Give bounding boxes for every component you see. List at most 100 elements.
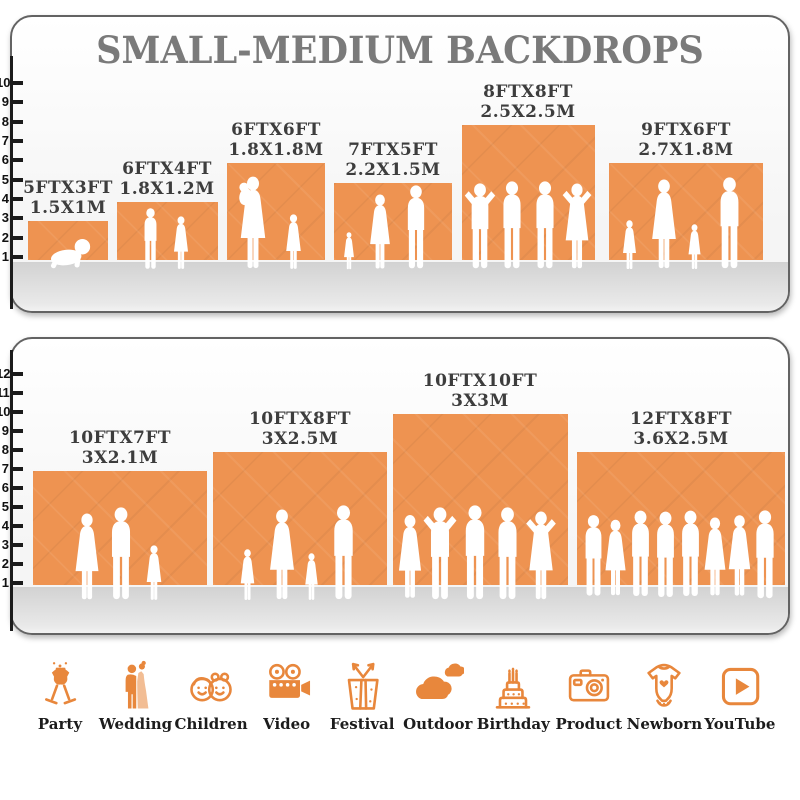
- ruler-number: 10: [0, 75, 11, 90]
- ruler-number: 8: [1, 114, 9, 129]
- backdrop-size-label: 6FTX4FT 1.8X1.2M: [119, 159, 214, 199]
- ruler-spine: [10, 350, 13, 631]
- silhouette-posing-group: [464, 181, 592, 269]
- backdrop-size-label: 6FTX6FT 1.8X1.8M: [228, 120, 323, 160]
- floor-strip: [12, 262, 788, 311]
- ruler-number: 2: [1, 230, 9, 245]
- category-label: Outdoor: [403, 715, 473, 733]
- ruler-number: 6: [1, 152, 9, 167]
- backdrop-size-label: 10FTX7FT 3X2.1M: [69, 428, 171, 468]
- ruler-spine: [10, 56, 13, 309]
- size-m: 3X3M: [451, 391, 509, 412]
- category-party: Party: [24, 660, 96, 733]
- size-m: 1.5X1M: [29, 198, 107, 219]
- size-ft: 7FTX5FT: [348, 140, 438, 160]
- silhouette-mother-baby-girl: [237, 176, 301, 269]
- ruler-tick: [11, 410, 23, 414]
- size-m: 3X2.1M: [81, 448, 159, 469]
- party-glasses-icon: [45, 662, 77, 705]
- ruler-tick: [11, 372, 23, 376]
- category-label: Product: [555, 715, 623, 733]
- ruler-tick: [11, 581, 23, 585]
- ruler-tick: [11, 139, 23, 143]
- size-m: 3.6X2.5M: [633, 429, 729, 450]
- ruler-number: 2: [1, 556, 9, 571]
- ruler-number: 4: [1, 191, 9, 206]
- children-faces-icon: [190, 672, 232, 702]
- category-festival: Festival: [326, 660, 398, 733]
- backdrop-size-label: 7FTX5FT 2.2X1.5M: [345, 140, 440, 180]
- ruler-number: 3: [1, 537, 9, 552]
- ruler-number: 8: [1, 442, 9, 457]
- size-ft: 5FTX3FT: [23, 178, 113, 198]
- silhouette-crowd: [585, 510, 774, 599]
- ruler-tick: [11, 543, 23, 547]
- ruler-tick: [11, 236, 23, 240]
- category-label: Newborn: [626, 715, 703, 733]
- category-video: Video: [251, 660, 323, 733]
- ruler-tick: [11, 524, 23, 528]
- youtube-play-icon: [721, 667, 760, 706]
- ruler-tick: [11, 158, 23, 162]
- ruler-number: 12: [0, 366, 11, 381]
- ruler-tick: [11, 81, 23, 85]
- outdoor-cloud-icon: [415, 663, 464, 699]
- ruler-tick: [11, 100, 23, 104]
- size-ft: 10FTX10FT: [422, 371, 538, 391]
- ruler-tick: [11, 562, 23, 566]
- category-label: Wedding: [98, 715, 173, 733]
- festival-gift-icon: [347, 662, 379, 710]
- backdrop-size-label: 9FTX6FT 2.7X1.8M: [638, 120, 733, 160]
- ruler-tick: [11, 429, 23, 433]
- size-m: 2.7X1.8M: [638, 140, 734, 161]
- backdrop-size-label: 12FTX8FT 3.6X2.5M: [630, 409, 732, 449]
- category-birthday: Birthday: [476, 660, 550, 733]
- size-ft: 12FTX8FT: [629, 409, 733, 429]
- ruler-number: 11: [0, 385, 10, 400]
- product-camera-icon: [568, 669, 610, 702]
- birthday-cake-icon: [496, 667, 531, 709]
- size-ft: 10FTX7FT: [68, 428, 172, 448]
- size-m: 2.2X1.5M: [345, 160, 441, 181]
- category-row: Party Wedding: [24, 660, 776, 733]
- ruler-tick: [11, 178, 23, 182]
- silhouette-boy-and-girl: [144, 208, 189, 269]
- ruler-tick: [11, 255, 23, 259]
- size-ft: 6FTX6FT: [231, 120, 321, 140]
- category-label: Video: [263, 715, 311, 733]
- ruler-tick: [11, 216, 23, 220]
- size-ft: 6FTX4FT: [122, 159, 212, 179]
- category-label: Festival: [329, 715, 395, 733]
- wedding-couple-icon: [125, 660, 148, 709]
- category-children: Children: [175, 660, 248, 733]
- backdrop-size-label: 10FTX10FT 3X3M: [423, 371, 537, 411]
- newborn-onesie-icon: [647, 663, 682, 707]
- ruler-number: 6: [1, 480, 9, 495]
- backdrop-10ftx8ft: [213, 452, 387, 585]
- category-label: Birthday: [476, 715, 550, 733]
- backdrop-7ftx5ft: [334, 183, 452, 260]
- video-camera-icon: [268, 663, 310, 698]
- size-ft: 10FTX8FT: [248, 409, 352, 429]
- ruler-number: 1: [1, 249, 9, 264]
- size-ft: 9FTX6FT: [641, 120, 731, 140]
- ruler-number: 7: [1, 461, 9, 476]
- category-product: Product: [553, 660, 625, 733]
- backdrop-size-label: 10FTX8FT 3X2.5M: [249, 409, 351, 449]
- ruler-tick: [11, 391, 23, 395]
- category-newborn: Newborn: [626, 660, 703, 733]
- ruler-number: 9: [1, 94, 9, 109]
- silhouette-family-three: [344, 185, 425, 270]
- category-youtube: YouTube: [704, 660, 776, 733]
- ruler-number: 9: [1, 423, 9, 438]
- backdrop-6ftx4ft: [117, 202, 218, 260]
- ruler-tick: [11, 505, 23, 509]
- category-outdoor: Outdoor: [402, 660, 474, 733]
- ruler-tick: [11, 197, 23, 201]
- ruler-tick: [11, 467, 23, 471]
- ruler-number: 4: [1, 518, 9, 533]
- ruler-number: 1: [1, 575, 9, 590]
- silhouette-crawling-baby: [50, 238, 91, 270]
- backdrop-6ftx6ft: [227, 163, 325, 260]
- silhouette-posing-group: [398, 505, 556, 600]
